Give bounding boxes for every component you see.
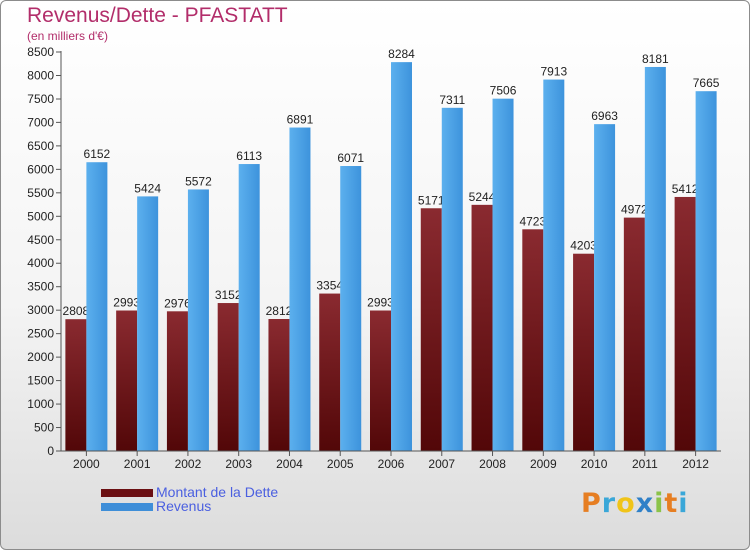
x-tick-label: 2009 (530, 457, 557, 471)
y-tick-label: 8000 (27, 68, 54, 82)
y-tick-label: 5500 (27, 186, 54, 200)
x-tick-label: 2007 (428, 457, 455, 471)
bar-value-label-revenus: 7913 (540, 65, 567, 79)
x-tick-label: 2010 (581, 457, 608, 471)
y-tick-label: 3500 (27, 280, 54, 294)
bar-debt (674, 196, 696, 451)
bar-debt (420, 208, 442, 451)
bar-revenus (86, 162, 108, 451)
bar-debt (65, 319, 87, 451)
bar-revenus (238, 164, 260, 451)
y-tick-label: 6500 (27, 139, 54, 153)
logo-letter: r (601, 488, 617, 519)
bar-value-label-revenus: 7311 (439, 93, 465, 107)
bar-value-label-debt: 4972 (621, 203, 648, 217)
bar-value-label-debt: 5171 (418, 193, 445, 207)
y-tick-label: 6000 (27, 162, 54, 176)
bar-value-label-debt: 4203 (570, 239, 597, 253)
bar-revenus (695, 91, 717, 451)
logo-letter: P (581, 488, 602, 519)
bar-debt (573, 253, 595, 451)
bar-value-label-revenus: 7665 (693, 76, 720, 90)
bar-revenus (289, 127, 311, 451)
bar-value-label-debt: 2808 (63, 304, 90, 318)
x-tick-label: 2003 (225, 457, 252, 471)
proxiti-logo: Proxiti (581, 488, 689, 519)
y-tick-label: 2500 (27, 327, 54, 341)
y-tick-label: 500 (34, 421, 54, 435)
bar-revenus (644, 66, 666, 451)
y-tick-label: 1000 (27, 397, 54, 411)
bar-value-label-debt: 4723 (519, 214, 546, 228)
bar-debt (370, 310, 391, 451)
x-tick-label: 2001 (124, 457, 151, 471)
bar-value-label-debt: 2976 (164, 296, 191, 310)
y-tick-label: 1500 (27, 374, 54, 388)
legend-swatch-revenus (101, 503, 153, 511)
logo-letter: i (678, 488, 689, 519)
bar-revenus (187, 189, 209, 451)
bar-revenus (492, 98, 514, 451)
bar-revenus (543, 79, 565, 451)
x-tick-label: 2004 (276, 457, 303, 471)
legend-label-revenus: Revenus (156, 498, 212, 514)
bar-value-label-revenus: 6113 (236, 149, 262, 163)
bar-value-label-debt: 2993 (367, 296, 394, 310)
logo-letter: x (635, 488, 655, 519)
y-tick-label: 3000 (27, 303, 54, 317)
legend-swatch-debt (101, 489, 153, 497)
bar-value-label-revenus: 8284 (388, 47, 415, 61)
bar-value-label-debt: 2993 (113, 296, 140, 310)
bar-debt (471, 204, 493, 451)
legend-label-debt: Montant de la Dette (156, 484, 279, 500)
y-tick-label: 7000 (27, 115, 54, 129)
bar-value-label-debt: 3152 (215, 288, 242, 302)
bar-value-label-revenus: 6963 (591, 109, 618, 123)
bar-revenus (594, 124, 616, 451)
bar-value-label-debt: 2812 (266, 304, 293, 318)
chart-subtitle: (en milliers d'€) (27, 29, 108, 43)
y-tick-label: 7500 (27, 92, 54, 106)
x-tick-label: 2005 (327, 457, 354, 471)
bar-debt (116, 310, 138, 451)
bar-debt (217, 303, 239, 451)
bar-value-label-debt: 3354 (316, 279, 343, 293)
bar-value-label-revenus: 5572 (185, 174, 212, 188)
bar-value-label-revenus: 6071 (337, 151, 364, 165)
bar-value-label-debt: 5244 (469, 190, 496, 204)
bar-debt (166, 311, 188, 451)
bar-debt (623, 217, 645, 451)
y-tick-label: 0 (47, 444, 54, 458)
bar-debt (522, 229, 544, 451)
y-tick-label: 4500 (27, 233, 54, 247)
bar-debt (268, 319, 290, 451)
bar-value-label-debt: 5412 (672, 182, 699, 196)
bar-value-label-revenus: 6891 (287, 113, 314, 127)
bar-revenus (340, 166, 362, 451)
x-tick-label: 2002 (175, 457, 202, 471)
y-tick-label: 8500 (27, 45, 54, 59)
logo-letter: t (664, 488, 679, 519)
bar-value-label-revenus: 7506 (490, 84, 517, 98)
x-tick-label: 2000 (73, 457, 100, 471)
chart-title: Revenus/Dette - PFASTATT (27, 4, 288, 27)
bar-revenus (137, 196, 159, 451)
bar-value-label-revenus: 6152 (84, 147, 111, 161)
x-tick-label: 2012 (682, 457, 709, 471)
logo-letter: i (654, 488, 665, 519)
x-tick-label: 2011 (632, 457, 658, 471)
x-tick-label: 2006 (378, 457, 405, 471)
bar-value-label-revenus: 5424 (134, 181, 161, 195)
logo-letter: o (616, 488, 636, 519)
y-tick-label: 4000 (27, 256, 54, 270)
bar-value-label-revenus: 8181 (642, 52, 669, 66)
bar-debt (319, 293, 341, 451)
y-tick-label: 5000 (27, 209, 54, 223)
y-tick-label: 2000 (27, 350, 54, 364)
bar-revenus (441, 107, 463, 452)
x-tick-label: 2008 (479, 457, 506, 471)
bar-revenus (391, 62, 412, 452)
